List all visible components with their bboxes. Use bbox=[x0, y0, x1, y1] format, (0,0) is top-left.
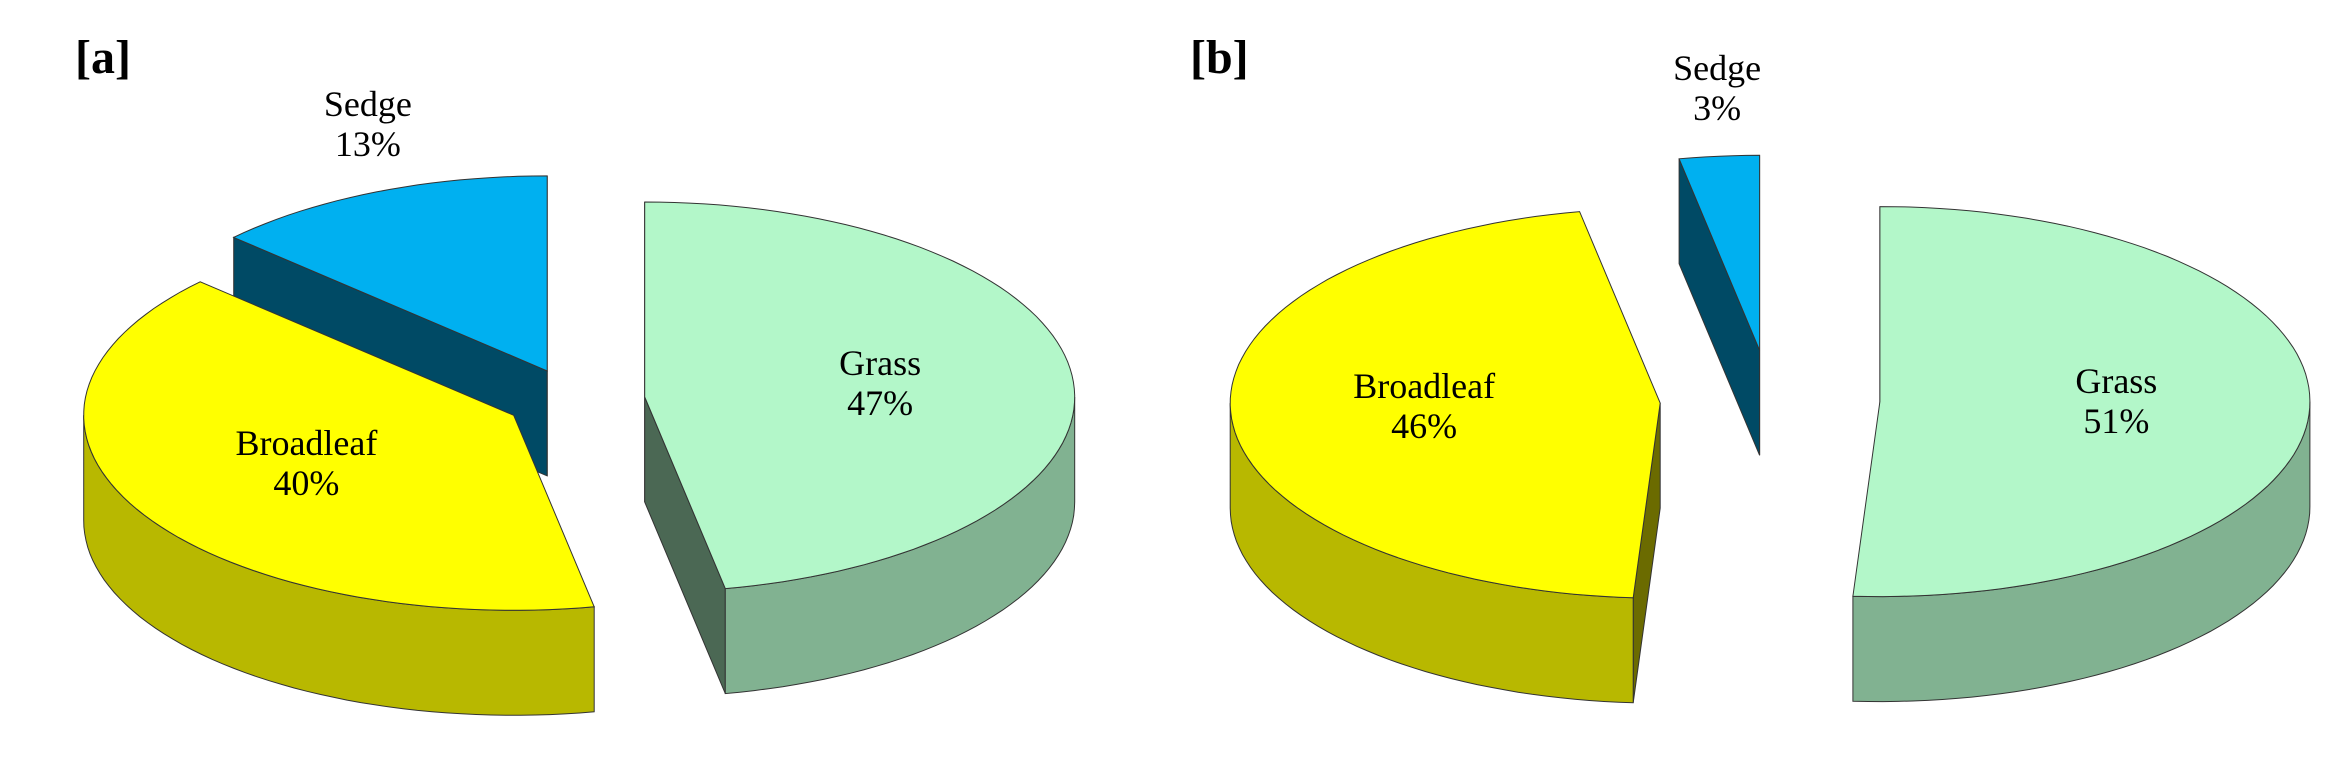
pie-slice bbox=[83, 281, 595, 716]
pie-slice bbox=[1229, 211, 1661, 704]
slice-label: Broadleaf bbox=[235, 423, 377, 463]
slice-value-label: 40% bbox=[273, 463, 339, 503]
slice-top bbox=[232, 175, 548, 372]
pie-slice bbox=[1852, 206, 2311, 703]
slice-label: Broadleaf bbox=[1353, 366, 1495, 406]
slice-top bbox=[83, 281, 595, 611]
slice-value-label: 13% bbox=[335, 124, 401, 164]
slice-value-label: 51% bbox=[2083, 401, 2149, 441]
slice-label: Grass bbox=[2075, 361, 2157, 401]
slice-value-label: 3% bbox=[1693, 88, 1741, 128]
chart-title: [a] bbox=[75, 31, 131, 84]
slice-label: Grass bbox=[839, 343, 921, 383]
pie-slice bbox=[1678, 154, 1761, 456]
slice-label: Sedge bbox=[324, 84, 412, 124]
slice-top bbox=[1852, 206, 2311, 598]
slice-top bbox=[1678, 154, 1761, 351]
slice-value-label: 47% bbox=[847, 383, 913, 423]
slice-value-label: 46% bbox=[1391, 406, 1457, 446]
slice-top bbox=[644, 201, 1076, 590]
slice-top bbox=[1229, 211, 1661, 599]
chart-title: [b] bbox=[1190, 31, 1249, 84]
pie-slice bbox=[644, 201, 1076, 695]
slice-label: Sedge bbox=[1673, 48, 1761, 88]
